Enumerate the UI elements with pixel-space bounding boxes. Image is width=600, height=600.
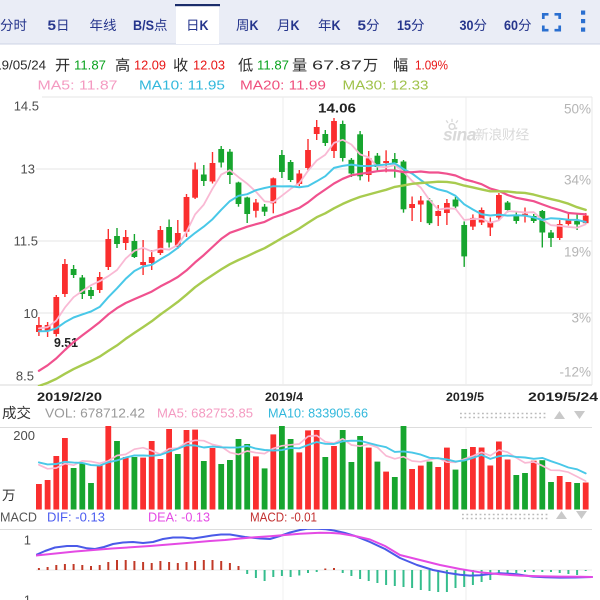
- svg-text:K: K: [332, 18, 341, 33]
- svg-text:2019/5/24: 2019/5/24: [528, 390, 598, 404]
- svg-text:2019/4: 2019/4: [265, 390, 303, 404]
- svg-text:K: K: [291, 18, 300, 33]
- svg-text:11.87: 11.87: [74, 58, 106, 73]
- svg-text:K: K: [200, 18, 209, 33]
- svg-text:8.5: 8.5: [16, 369, 34, 384]
- svg-text:12.03: 12.03: [193, 58, 225, 73]
- svg-text:K: K: [250, 18, 259, 33]
- svg-text:12.09: 12.09: [134, 58, 166, 73]
- svg-text:DIF: -0.13: DIF: -0.13: [47, 510, 105, 525]
- svg-text:sina: sina: [443, 125, 477, 145]
- svg-text:10: 10: [24, 306, 38, 321]
- svg-text:B/S: B/S: [133, 18, 154, 33]
- svg-text:2019/5: 2019/5: [446, 390, 484, 404]
- svg-text:MA20: 11.99: MA20: 11.99: [240, 78, 326, 93]
- svg-text:14.06: 14.06: [318, 101, 356, 116]
- svg-text:67.87: 67.87: [312, 58, 362, 73]
- svg-text:3%: 3%: [571, 311, 591, 326]
- svg-text:19%: 19%: [564, 245, 591, 260]
- svg-text:9.51: 9.51: [54, 335, 78, 350]
- svg-text:MA10: 11.95: MA10: 11.95: [139, 78, 225, 93]
- svg-text:14.5: 14.5: [14, 99, 39, 114]
- svg-text:VOL: 678712.42: VOL: 678712.42: [45, 406, 145, 421]
- svg-text:MA5: 682753.85: MA5: 682753.85: [157, 406, 253, 421]
- svg-text:MA5: 11.87: MA5: 11.87: [38, 78, 118, 93]
- svg-text:34%: 34%: [564, 173, 591, 188]
- svg-text:1.09%: 1.09%: [415, 58, 448, 73]
- svg-text:DEA: -0.13: DEA: -0.13: [148, 510, 210, 525]
- svg-text:5: 5: [48, 18, 57, 33]
- svg-text:50%: 50%: [564, 102, 591, 117]
- svg-text:1: 1: [24, 533, 31, 548]
- svg-text:MACD: MACD: [0, 510, 37, 525]
- svg-text:11.5: 11.5: [14, 234, 38, 249]
- svg-text:11.87: 11.87: [257, 58, 289, 73]
- svg-text:30: 30: [460, 18, 474, 33]
- svg-text:-1: -1: [19, 593, 31, 600]
- svg-text:15: 15: [397, 18, 411, 33]
- svg-text:13: 13: [21, 162, 35, 177]
- svg-text:MACD: -0.01: MACD: -0.01: [250, 510, 317, 525]
- svg-text:2019/2/20: 2019/2/20: [37, 390, 102, 404]
- svg-text:5: 5: [358, 18, 367, 33]
- svg-text:60: 60: [504, 18, 518, 33]
- svg-text:MA10: 833905.66: MA10: 833905.66: [268, 406, 368, 421]
- svg-text:200: 200: [13, 428, 35, 443]
- svg-text:-12%: -12%: [559, 365, 591, 380]
- svg-text:2019/05/24: 2019/05/24: [0, 58, 46, 73]
- svg-text:MA30: 12.33: MA30: 12.33: [343, 78, 429, 93]
